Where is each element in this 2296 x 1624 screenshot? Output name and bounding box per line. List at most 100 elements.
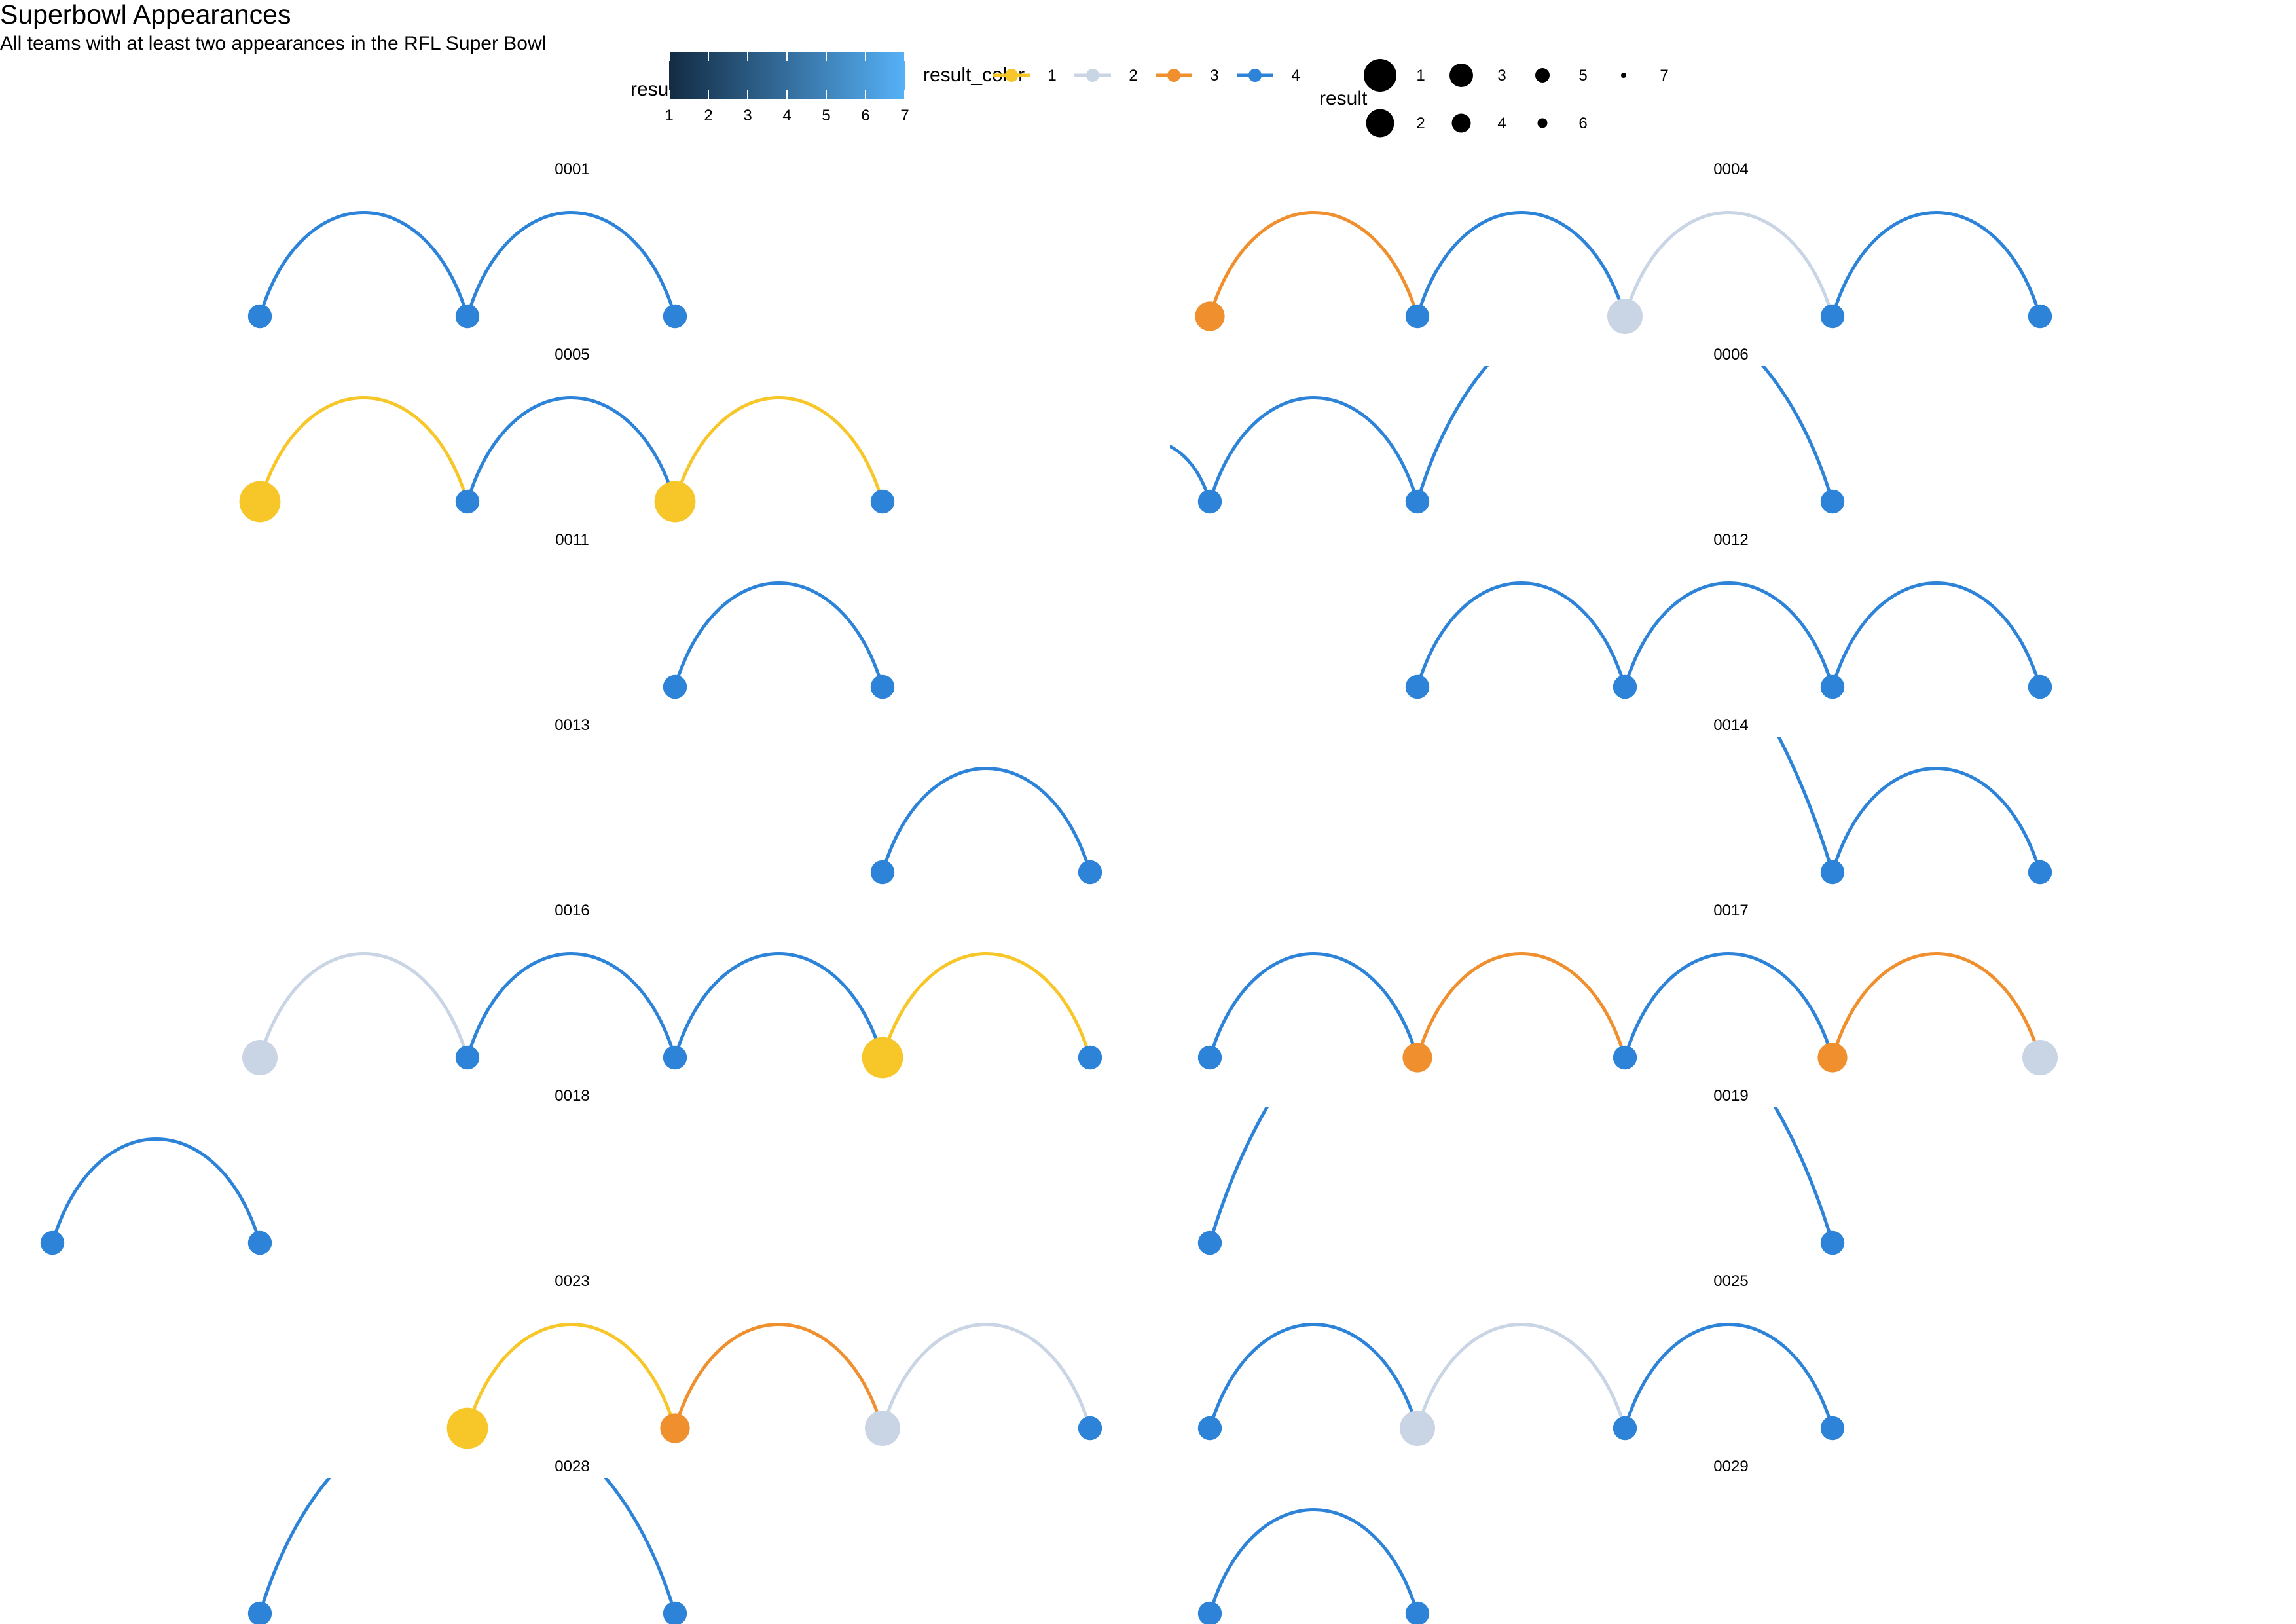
appearance-point [663,675,687,699]
appearance-arc [1625,213,1832,317]
size-key-dot [1538,119,1548,128]
facet-plot [1406,583,2052,699]
facet-label: 0011 [555,531,589,549]
appearance-arc [1832,954,2040,1058]
colorbar-tick-label: 3 [743,107,752,124]
facet-label: 0017 [1713,902,1748,919]
facet-label: 0006 [1713,346,1748,363]
facet-panel: 0017 [1198,902,2058,1075]
colorbar-tick-label: 5 [822,107,830,124]
appearance-point [663,304,687,328]
facet-panel: 0005 [240,346,895,522]
size-key-dot [1452,114,1471,133]
facet-plot [242,954,1102,1079]
appearance-arc [1417,583,1625,688]
appearance-point [1613,675,1637,699]
size-key-dot [1366,109,1394,138]
result-color-key-dot [1167,69,1180,82]
facet-plot [1078,294,1844,513]
appearance-arc [1210,1510,1417,1614]
facet-panel: 0029 [1198,1458,1749,1624]
appearance-arc [883,769,1090,873]
facet-panels: 0001 0004 0005 0006 0011 0012 0013 0014 0016 0017… [41,160,2058,1624]
appearance-arc [1417,1325,1625,1429]
size-key-label: 3 [1497,67,1506,84]
appearance-point [447,1408,488,1449]
facet-label: 0001 [555,160,589,178]
appearance-point [1406,304,1429,328]
appearance-point [2022,1040,2058,1075]
facet-plot [1078,501,2052,884]
facet-plot [447,1325,1102,1449]
size-key-dot [1364,59,1396,92]
appearance-point [1198,1046,1222,1069]
appearance-point [871,675,894,699]
size-key-label: 4 [1497,115,1506,132]
appearance-point [240,481,281,523]
appearance-arc [260,954,467,1058]
appearance-point [1402,1043,1432,1072]
facet-panel: 0018 [41,1087,590,1255]
colorbar-tick-label: 7 [900,107,909,124]
appearance-point [1198,1416,1222,1440]
appearance-point [871,860,894,884]
facet-label: 0016 [555,902,589,919]
appearance-point [1198,1231,1222,1255]
appearance-point [1198,1602,1222,1624]
result-color-key-dot [1248,69,1262,82]
result-color-key-dot [1005,69,1018,82]
appearance-point [660,1413,689,1443]
appearance-point [456,1046,479,1069]
facet-plot [871,769,1102,885]
size-key-label: 1 [1416,67,1425,84]
appearance-point [1078,860,1102,884]
facet-label: 0004 [1713,160,1748,178]
facet-panel: 0025 [1198,1272,1844,1446]
size-key-dot [1535,68,1550,83]
facet-panel: 0006 [1078,294,1844,513]
appearance-point [1406,1602,1429,1624]
appearance-point [1406,490,1429,513]
facet-panel: 0001 [248,160,687,328]
appearance-arc [1417,954,1625,1058]
appearance-arc [1625,954,1832,1058]
appearance-point [41,1231,64,1255]
size-legend: result 1234567 [1319,59,1669,138]
appearance-arc [260,398,467,502]
appearance-point [1078,1416,1102,1440]
appearance-arc [467,1325,675,1429]
appearance-point [2028,304,2052,328]
size-key-label: 5 [1578,67,1587,84]
appearance-point [248,1231,272,1255]
facet-panel: 0014 [1078,501,2052,884]
appearance-arc [1832,583,2040,688]
appearance-point [655,481,696,523]
result-color-key-label: 1 [1048,67,1056,84]
appearance-point [1400,1411,1435,1446]
appearance-point [1607,299,1643,334]
facet-label: 0012 [1713,531,1748,549]
chart-title: Superbowl Appearances [0,0,291,29]
appearance-point [1821,304,1844,328]
size-key-dot [1449,64,1473,87]
colorbar-tick-label: 2 [704,107,712,124]
appearance-point [871,490,894,513]
appearance-point [248,1602,272,1624]
appearance-arc [1210,954,1417,1058]
facet-plot [1198,1510,1429,1624]
colorbar-tick-label: 4 [782,107,791,124]
facet-panel: 0004 [1195,160,2052,334]
appearance-arc [467,954,675,1058]
appearance-point [456,304,479,328]
facet-panel: 0023 [447,1272,1102,1449]
appearance-point [663,1602,687,1624]
appearance-point [1817,1043,1847,1072]
facet-panel: 0011 [555,531,894,699]
appearance-arc [1210,1325,1417,1429]
appearance-point [1078,490,1102,513]
facet-plot [240,398,895,523]
size-key-dot [1621,73,1626,78]
appearance-arc [1210,398,1417,502]
